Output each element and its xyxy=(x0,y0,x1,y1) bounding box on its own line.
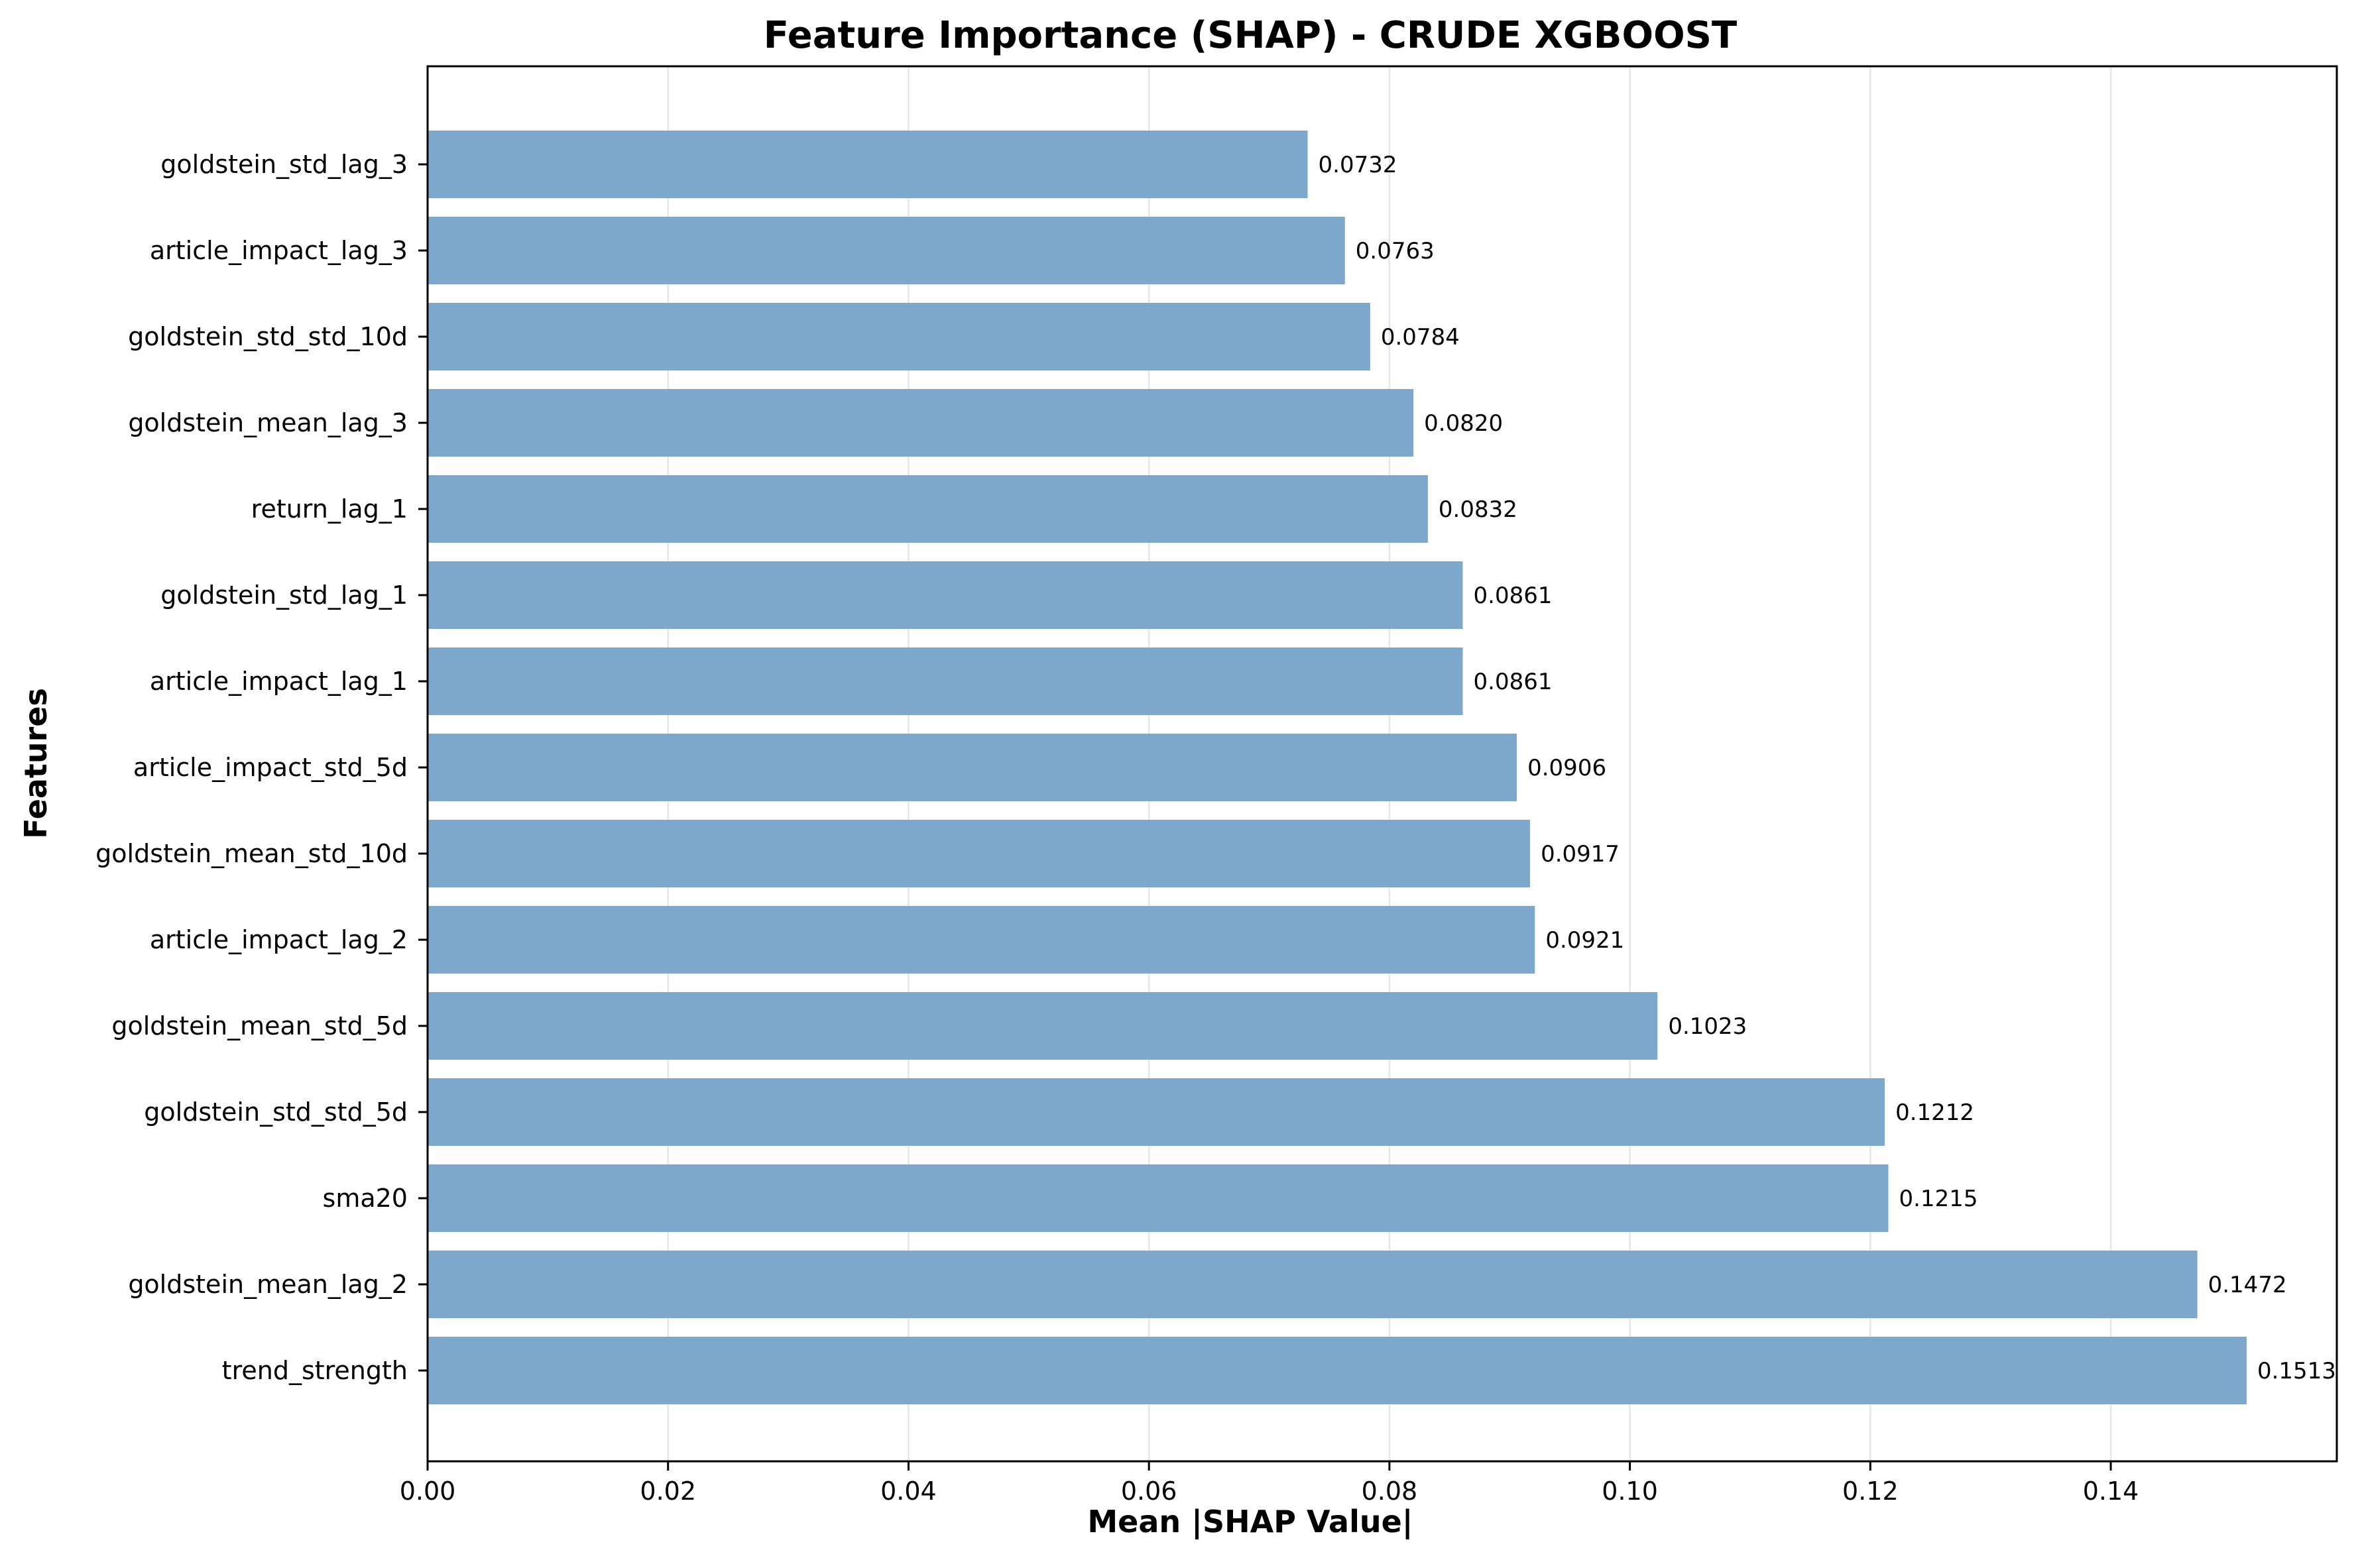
bar xyxy=(428,1337,2247,1404)
y-tick-label: goldstein_mean_lag_3 xyxy=(128,408,408,437)
bar-value-label: 0.0832 xyxy=(1439,496,1517,523)
bar-value-label: 0.0763 xyxy=(1356,238,1435,264)
y-tick-label: goldstein_mean_lag_2 xyxy=(128,1270,408,1299)
y-tick-label: return_lag_1 xyxy=(251,494,408,524)
bar xyxy=(428,992,1658,1060)
plot-frame xyxy=(426,65,2338,1463)
bar-value-label: 0.0732 xyxy=(1319,152,1397,178)
bar-value-label: 0.1212 xyxy=(1895,1099,1974,1126)
bar xyxy=(428,734,1517,801)
bar-value-label: 0.0861 xyxy=(1474,669,1553,695)
bar xyxy=(428,561,1463,629)
bar xyxy=(428,131,1308,198)
y-tick-label: goldstein_mean_std_5d xyxy=(111,1011,408,1040)
bar-value-label: 0.0917 xyxy=(1541,841,1620,868)
bar-value-label: 0.0820 xyxy=(1424,410,1503,437)
x-tick-label: 0.08 xyxy=(1362,1477,1418,1506)
y-tick-label: article_impact_std_5d xyxy=(133,753,408,782)
x-tick-label: 0.02 xyxy=(640,1477,696,1506)
y-tick-label: article_impact_lag_1 xyxy=(150,667,408,696)
y-tick-label: goldstein_std_std_5d xyxy=(144,1097,408,1127)
y-tick-label: goldstein_std_lag_3 xyxy=(160,150,408,179)
bars xyxy=(428,131,2247,1404)
x-tick-label: 0.14 xyxy=(2083,1477,2139,1506)
bar xyxy=(428,1251,2198,1318)
bar xyxy=(428,820,1531,887)
y-axis-label: Features xyxy=(18,688,54,839)
bar-value-label: 0.1023 xyxy=(1668,1013,1747,1040)
x-tick-label: 0.12 xyxy=(1842,1477,1899,1506)
x-tick-label: 0.00 xyxy=(400,1477,456,1506)
y-tick-label: goldstein_mean_std_10d xyxy=(95,839,408,868)
bar-value-label: 0.0861 xyxy=(1474,583,1553,609)
bar xyxy=(428,1078,1885,1146)
bar-value-label: 0.1513 xyxy=(2257,1358,2336,1384)
x-tick-label: 0.04 xyxy=(880,1477,937,1506)
bar xyxy=(428,1164,1889,1232)
y-tick-label: trend_strength xyxy=(222,1356,408,1385)
bar-value-label: 0.0784 xyxy=(1381,324,1460,351)
bar xyxy=(428,475,1428,543)
y-axis-ticks: goldstein_std_lag_3 article_impact_lag_3g… xyxy=(95,150,428,1385)
y-tick-label: article_impact_lag_2 xyxy=(150,925,408,954)
bar xyxy=(428,389,1414,457)
bar xyxy=(428,647,1463,715)
bar xyxy=(428,906,1535,974)
y-tick-label: goldstein_std_lag_1 xyxy=(160,581,408,610)
bar-value-label: 0.0906 xyxy=(1527,755,1606,781)
chart-title: Feature Importance (SHAP) - CRUDE XGBOOS… xyxy=(764,14,1737,57)
y-tick-label: sma20 xyxy=(323,1184,408,1213)
bar-value-label: 0.1215 xyxy=(1899,1186,1978,1212)
x-tick-label: 0.10 xyxy=(1602,1477,1658,1506)
bar-value-label: 0.1472 xyxy=(2208,1272,2287,1298)
bar-value-label: 0.0921 xyxy=(1545,927,1624,954)
y-tick-label: goldstein_std_std_10d xyxy=(128,322,408,351)
y-tick-label: article_impact_lag_3 xyxy=(150,236,408,265)
x-axis-label: Mean |SHAP Value| xyxy=(1087,1504,1413,1540)
bar xyxy=(428,303,1370,370)
x-axis-ticks: 0.00 0.02 0.04 0.06 0.08 0.10 0.12 0.14 xyxy=(400,1461,2139,1506)
bar-value-labels: 0.0732 0.0763 0.0784 0.0820 0.0832 0.0861 0.08… xyxy=(1319,152,2336,1384)
bar xyxy=(428,217,1345,284)
x-tick-label: 0.06 xyxy=(1121,1477,1177,1506)
